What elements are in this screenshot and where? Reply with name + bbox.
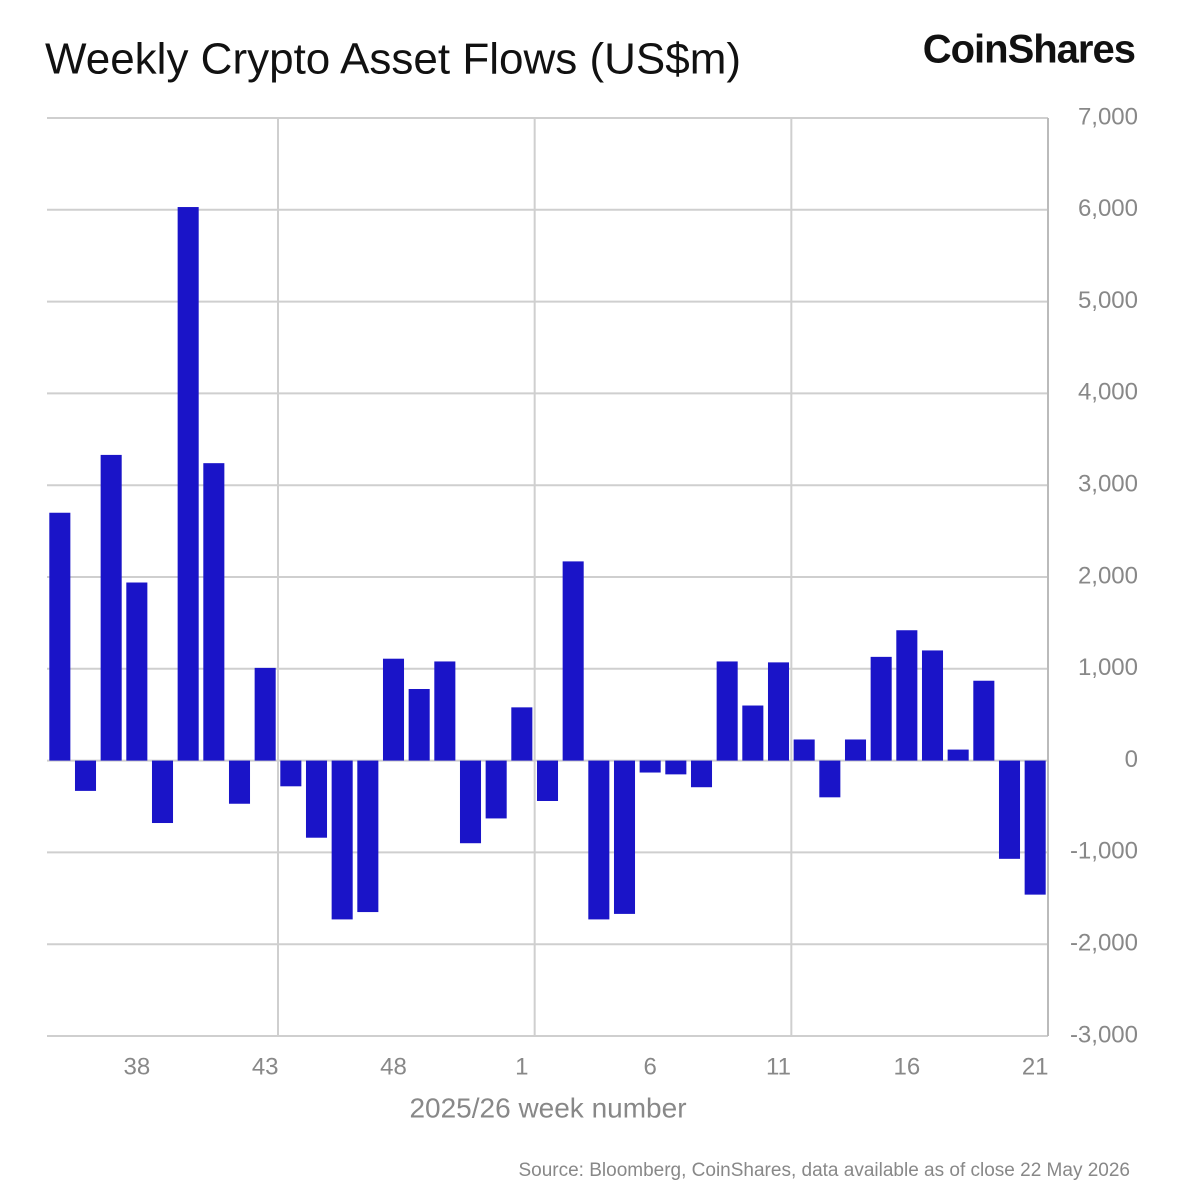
bar	[1024, 760, 1046, 895]
bar	[844, 739, 867, 761]
bar	[690, 760, 713, 788]
source: Source: Bloomberg, CoinShares, data avai…	[518, 1160, 1130, 1181]
x-tick-label: 16	[893, 1053, 920, 1080]
y-tick-label: -2,000	[1070, 930, 1138, 957]
y-tick-label: 3,000	[1078, 471, 1138, 498]
bar	[716, 661, 738, 761]
bar	[100, 454, 122, 761]
bar	[357, 760, 379, 913]
y-tick-label: -3,000	[1070, 1021, 1138, 1048]
y-tick-label: 0	[1125, 746, 1138, 773]
bar	[511, 707, 533, 761]
x-tick-label: 38	[123, 1053, 150, 1080]
bar	[588, 760, 610, 920]
bar	[459, 760, 482, 844]
bar	[742, 705, 764, 761]
bar	[151, 760, 174, 824]
bar	[485, 760, 507, 819]
bar	[793, 739, 815, 761]
bar	[126, 582, 148, 761]
x-tick-label: 6	[643, 1053, 656, 1080]
y-tick-label: 6,000	[1078, 195, 1138, 222]
x-tick-label: 1	[515, 1053, 528, 1080]
bar	[562, 561, 584, 761]
bar	[434, 661, 456, 761]
bar	[639, 760, 661, 773]
bar	[819, 760, 841, 798]
brand: CoinShares	[923, 28, 1135, 72]
bar	[74, 760, 97, 791]
bar	[49, 512, 71, 761]
y-tick-label: 1,000	[1078, 654, 1138, 681]
y-tick-label: -1,000	[1070, 838, 1138, 865]
bar	[254, 667, 276, 761]
bar	[921, 650, 944, 761]
x-tick-label: 11	[766, 1053, 791, 1080]
bar	[203, 463, 225, 761]
bar	[331, 760, 353, 920]
bar	[998, 760, 1021, 859]
y-tick-label: 2,000	[1078, 562, 1138, 589]
x-tick-label: 48	[380, 1053, 407, 1080]
bar	[228, 760, 251, 804]
x-tick-label: 21	[1022, 1053, 1049, 1080]
bar	[536, 760, 559, 801]
bar	[305, 760, 328, 838]
bar	[665, 760, 687, 775]
bar	[177, 207, 199, 761]
x-tick-label: 43	[252, 1053, 279, 1080]
chart-title: Weekly Crypto Asset Flows (US$m)	[45, 35, 741, 84]
bar	[382, 658, 405, 761]
x-axis-label: 2025/26 week number	[409, 1092, 686, 1123]
bar	[280, 760, 302, 787]
bar	[947, 749, 969, 761]
y-tick-label: 5,000	[1078, 287, 1138, 314]
bar	[973, 680, 995, 761]
y-tick-label: 4,000	[1078, 379, 1138, 406]
bar	[613, 760, 636, 914]
bar	[767, 662, 790, 761]
bar	[870, 656, 892, 761]
bar	[408, 688, 430, 761]
bar	[896, 630, 918, 761]
y-tick-label: 7,000	[1078, 103, 1138, 130]
